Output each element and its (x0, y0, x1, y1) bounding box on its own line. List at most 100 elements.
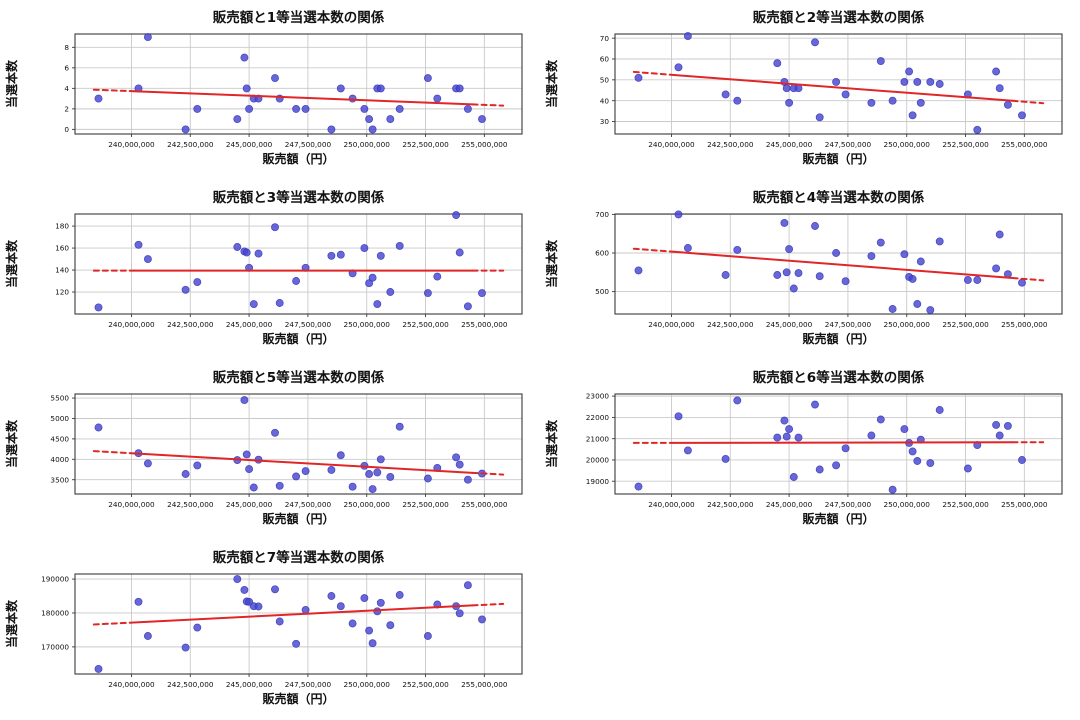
data-point (292, 639, 301, 648)
data-point (867, 98, 876, 107)
data-point (867, 431, 876, 440)
data-point (888, 485, 897, 494)
subplot-4: 240,000,000 242,500,000 245,000,000 247,500… (540, 180, 1080, 360)
data-point (143, 632, 152, 640)
axes-border (74, 393, 523, 495)
data-point (386, 115, 395, 124)
data-point (365, 115, 374, 124)
data-point (867, 252, 876, 261)
data-point (935, 80, 944, 88)
data-point (233, 575, 242, 584)
data-point (233, 115, 242, 124)
data-point (455, 248, 464, 257)
chart-title: 販売額と4等当選本数の関係 (753, 189, 925, 206)
x-axis-label: 販売額（円） (262, 151, 334, 166)
data-point (181, 470, 190, 478)
data-point (301, 605, 310, 614)
subplot-2: 240,000,000 242,500,000 245,000,000 247,500… (540, 0, 1080, 180)
data-point (913, 457, 922, 465)
data-point (995, 230, 1004, 239)
x-tick-label: 247,500,000 (285, 680, 332, 689)
data-point (908, 274, 917, 283)
data-point (995, 84, 1004, 93)
y-tick-label: 600 (595, 249, 609, 258)
data-point (301, 467, 310, 476)
x-tick-label: 250,000,000 (884, 140, 931, 149)
y-axis-label: 当選本数 (4, 599, 19, 648)
y-axis-label: 当選本数 (544, 59, 559, 108)
trend-line-dashed (1011, 99, 1045, 105)
x-tick-label: 240,000,000 (648, 320, 695, 329)
data-point (94, 303, 103, 312)
x-axis-label: 販売額（円） (802, 151, 874, 166)
trend-line-dashed (632, 247, 675, 253)
data-point (134, 240, 143, 249)
data-point (463, 581, 472, 590)
axes-border (614, 213, 1063, 315)
data-point (876, 415, 885, 424)
x-tick-label: 245,000,000 (226, 500, 273, 509)
x-tick-label: 247,500,000 (825, 500, 872, 509)
data-point (785, 425, 794, 434)
y-tick-label: 140 (55, 266, 69, 275)
y-tick-label: 190000 (41, 575, 69, 584)
data-point (433, 272, 442, 281)
y-tick-label: 21000 (586, 434, 610, 443)
data-point (240, 585, 249, 594)
y-tick-label: 8 (64, 43, 69, 52)
data-point (876, 57, 885, 66)
x-tick-label: 250,000,000 (344, 680, 391, 689)
data-point (181, 125, 190, 134)
y-tick-label: 50 (600, 75, 610, 84)
data-point (841, 277, 850, 286)
x-tick-label: 247,500,000 (825, 140, 872, 149)
y-tick-label: 60 (600, 55, 610, 64)
data-point (683, 446, 692, 455)
data-point (832, 461, 841, 470)
data-point (973, 125, 982, 134)
chart-title: 販売額と7等当選本数の関係 (213, 549, 385, 566)
x-axis-label: 販売額（円） (262, 511, 334, 526)
x-tick-label: 255,000,000 (461, 320, 508, 329)
x-tick-label: 240,000,000 (648, 140, 695, 149)
data-point (992, 67, 1001, 76)
data-point (368, 125, 377, 134)
x-tick-label: 245,000,000 (766, 140, 813, 149)
x-tick-label: 250,000,000 (884, 320, 931, 329)
data-point (683, 32, 692, 41)
y-tick-label: 23000 (586, 392, 610, 401)
y-tick-label: 4500 (50, 434, 69, 443)
x-axis-label: 販売額（円） (802, 511, 874, 526)
trend-line-dashed (471, 103, 505, 107)
x-tick-label: 247,500,000 (285, 320, 332, 329)
data-point (348, 94, 357, 103)
data-point (634, 73, 643, 82)
x-axis-label: 販売額（円） (802, 331, 874, 346)
trend-line-dashed (92, 88, 135, 93)
data-point (376, 251, 385, 260)
data-point (242, 84, 251, 93)
data-point (395, 241, 404, 250)
data-point (908, 447, 917, 456)
data-point (143, 33, 152, 42)
data-point (900, 250, 909, 259)
y-tick-label: 500 (595, 287, 609, 296)
data-point (634, 482, 643, 491)
trend-line-solid (672, 441, 1014, 444)
x-tick-label: 245,000,000 (766, 320, 813, 329)
data-point (292, 277, 301, 285)
data-point (908, 111, 917, 120)
data-point (368, 485, 377, 494)
data-point (181, 643, 190, 652)
x-tick-label: 252,500,000 (402, 500, 449, 509)
data-point (782, 432, 791, 441)
x-axis-label: 販売額（円） (262, 691, 334, 706)
data-point (143, 255, 152, 264)
trend-line-solid (132, 604, 474, 624)
chart-5: 240,000,000 242,500,000 245,000,000 247,500… (4, 369, 523, 526)
data-point (386, 472, 395, 481)
data-point (973, 276, 982, 284)
data-point (789, 284, 798, 293)
data-point (365, 279, 374, 288)
